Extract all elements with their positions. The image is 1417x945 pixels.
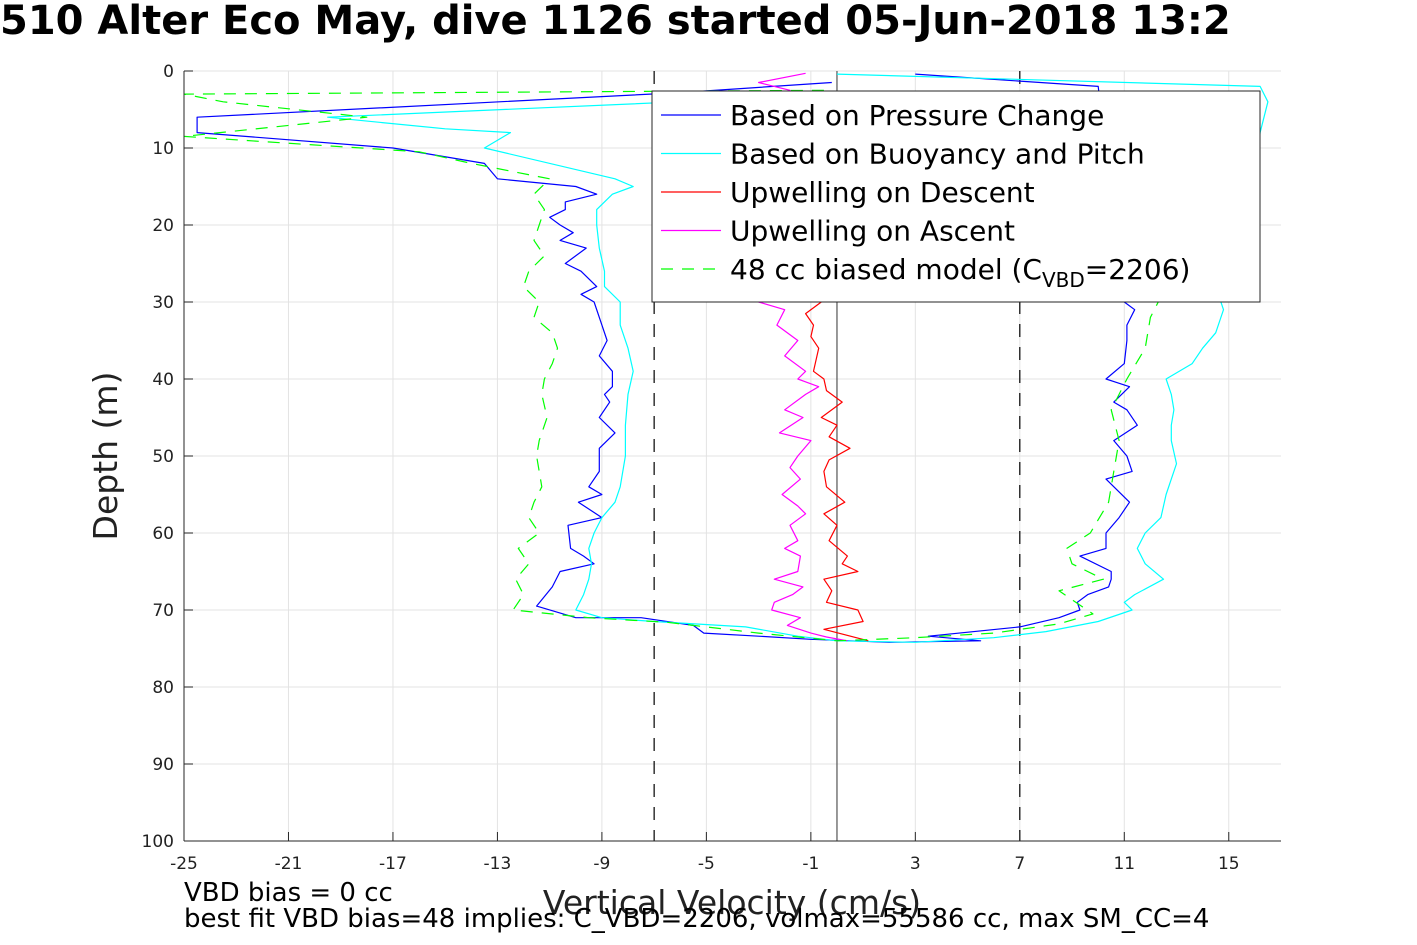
legend-label-based-on-pressure-change: Based on Pressure Change bbox=[730, 99, 1104, 132]
y-tick-label: 60 bbox=[152, 524, 174, 544]
y-tick-label: 70 bbox=[152, 601, 174, 621]
legend-label-upwelling-on-ascent: Upwelling on Ascent bbox=[730, 215, 1015, 248]
series-group bbox=[184, 72, 1269, 643]
tick-labels: -25 -21 -17 -13 -9 -5 -1 3 7 11 150102030405060708… bbox=[142, 62, 1240, 874]
y-tick-label: 40 bbox=[152, 370, 174, 390]
legend-label-48-cc-biased-model-c-vbd-2206: 48 cc biased model (CVBD=2206) bbox=[730, 253, 1190, 292]
legend: Based on Pressure Change Based on Buoyanc… bbox=[651, 90, 1261, 303]
vbd-bias-note: VBD bias = 0 cc bbox=[184, 878, 393, 908]
y-tick-label: 30 bbox=[152, 293, 174, 313]
x-tick-label: -17 bbox=[379, 854, 407, 874]
legend-label-upwelling-on-descent: Upwelling on Descent bbox=[730, 176, 1035, 209]
series-based-on-buoyancy-and-pitch bbox=[327, 73, 1269, 643]
y-tick-label: 0 bbox=[163, 62, 174, 82]
x-tick-label: 7 bbox=[1014, 854, 1025, 874]
y-tick-label: 10 bbox=[152, 139, 174, 159]
legend-label-based-on-buoyancy-and-pitch: Based on Buoyancy and Pitch bbox=[730, 138, 1145, 171]
axes bbox=[183, 70, 1281, 842]
x-tick-label: -9 bbox=[593, 854, 610, 874]
series-based-on-pressure-change bbox=[196, 73, 1138, 643]
x-axis-label: Vertical Velocity (cm/s) bbox=[543, 883, 921, 922]
series-48-cc-biased-model-c-vbd-2206 bbox=[184, 89, 1243, 642]
x-tick-label: -21 bbox=[275, 854, 303, 874]
x-tick-label: -13 bbox=[484, 854, 512, 874]
chart-title: 510 Alter Eco May, dive 1126 started 05-… bbox=[0, 0, 1231, 44]
x-tick-label: -5 bbox=[698, 854, 715, 874]
x-tick-label: 11 bbox=[1113, 854, 1135, 874]
x-tick-label: -25 bbox=[170, 854, 198, 874]
y-tick-label: 100 bbox=[142, 832, 174, 852]
x-tick-label: 3 bbox=[910, 854, 921, 874]
legend-box bbox=[651, 90, 1261, 303]
y-tick-label: 80 bbox=[152, 678, 174, 698]
y-axis-label: Depth (m) bbox=[86, 372, 125, 541]
y-tick-label: 90 bbox=[152, 755, 174, 775]
best-fit-note: best fit VBD bias=48 implies: C_VBD=2206… bbox=[184, 904, 1210, 934]
y-tick-label: 20 bbox=[152, 216, 174, 236]
x-tick-label: -1 bbox=[802, 854, 819, 874]
y-tick-label: 50 bbox=[152, 447, 174, 467]
x-tick-label: 15 bbox=[1218, 854, 1240, 874]
